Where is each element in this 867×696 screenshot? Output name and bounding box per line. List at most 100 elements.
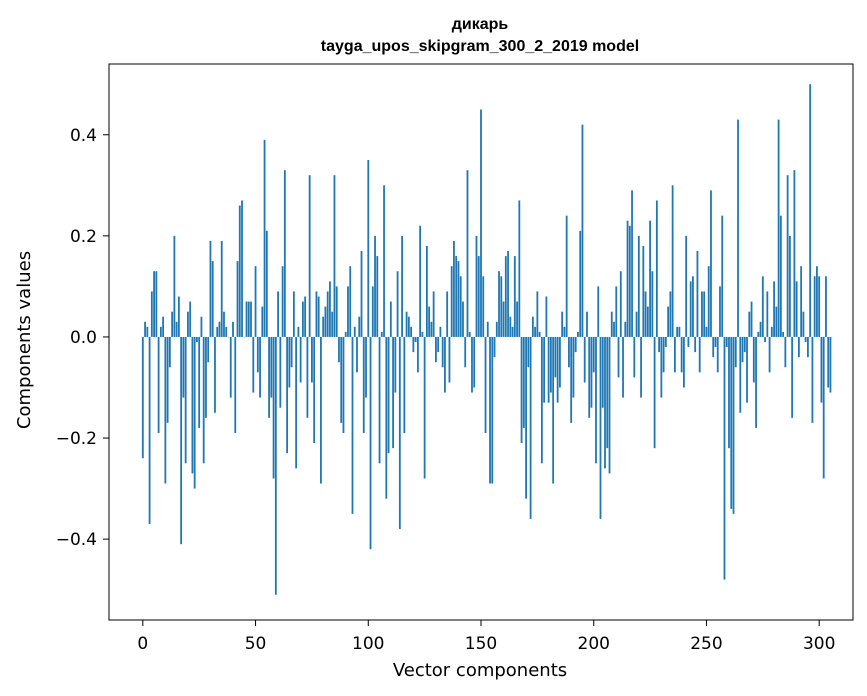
chart-title-line1: дикарь xyxy=(452,16,509,33)
bar-0 xyxy=(141,336,144,459)
bar-58 xyxy=(272,336,275,479)
bar-98 xyxy=(362,336,365,433)
bar-48 xyxy=(250,301,252,337)
bar-104 xyxy=(376,256,379,337)
bar-84 xyxy=(331,311,334,337)
bar-24 xyxy=(196,336,198,342)
bar-227 xyxy=(653,336,656,449)
bar-190 xyxy=(570,336,573,423)
bar-36 xyxy=(223,311,225,337)
bar-180 xyxy=(547,336,550,403)
bar-270 xyxy=(750,301,753,337)
bar-67 xyxy=(292,291,295,337)
chart-title-line2: tayga_upos_skipgram_300_2_2019 model xyxy=(321,38,639,55)
bar-35 xyxy=(220,240,223,337)
bar-81 xyxy=(324,306,327,337)
bar-271 xyxy=(752,336,755,383)
bar-282 xyxy=(777,119,780,337)
bar-42 xyxy=(236,261,239,337)
x-tick-label: 300 xyxy=(803,634,835,654)
bar-1 xyxy=(144,321,146,337)
bar-121 xyxy=(414,336,417,342)
bar-31 xyxy=(211,261,214,337)
bar-171 xyxy=(527,336,530,368)
bar-277 xyxy=(766,291,769,337)
bar-170 xyxy=(525,336,527,499)
bar-297 xyxy=(811,336,814,423)
bar-26 xyxy=(200,316,203,337)
bar-102 xyxy=(371,286,374,337)
bar-198 xyxy=(588,336,591,418)
bar-61 xyxy=(279,336,282,408)
bar-184 xyxy=(556,336,559,403)
bar-223 xyxy=(644,291,647,337)
bar-96 xyxy=(358,316,361,337)
bar-243 xyxy=(689,281,692,337)
bar-298 xyxy=(813,276,816,337)
bar-144 xyxy=(466,170,469,337)
bar-304 xyxy=(827,336,830,388)
bar-50 xyxy=(254,266,257,337)
bar-23 xyxy=(193,336,196,489)
bar-240 xyxy=(683,336,685,388)
bar-154 xyxy=(489,336,491,484)
bar-212 xyxy=(619,271,622,337)
bar-291 xyxy=(797,336,800,358)
y-tick-label: −0.2 xyxy=(56,429,97,449)
bar-100 xyxy=(367,160,370,337)
bar-233 xyxy=(667,306,670,337)
bar-30 xyxy=(209,240,212,337)
bar-139 xyxy=(455,256,458,337)
y-tick-label: −0.4 xyxy=(56,530,97,550)
bar-280 xyxy=(773,281,775,337)
bar-153 xyxy=(486,321,489,337)
bar-266 xyxy=(741,336,744,363)
bar-152 xyxy=(484,336,487,433)
bar-210 xyxy=(615,286,618,337)
bar-174 xyxy=(534,326,537,337)
bar-3 xyxy=(148,336,151,524)
bar-275 xyxy=(761,276,764,337)
bar-127 xyxy=(428,306,431,337)
bar-74 xyxy=(308,175,311,337)
y-tick-label: 0.2 xyxy=(70,227,97,247)
bar-231 xyxy=(662,336,665,373)
bar-176 xyxy=(538,331,541,337)
bar-16 xyxy=(177,296,180,337)
bar-132 xyxy=(439,326,442,337)
bar-261 xyxy=(730,336,733,509)
bar-248 xyxy=(701,291,703,337)
bar-272 xyxy=(755,336,757,428)
bar-247 xyxy=(698,336,701,373)
bar-140 xyxy=(457,261,460,337)
bar-160 xyxy=(502,301,505,337)
bar-126 xyxy=(425,245,428,337)
bar-8 xyxy=(159,326,162,337)
bar-51 xyxy=(256,336,259,373)
bar-292 xyxy=(800,266,803,337)
bar-276 xyxy=(764,336,766,342)
bar-242 xyxy=(687,336,690,348)
bar-85 xyxy=(333,175,336,337)
bar-108 xyxy=(385,336,388,499)
bar-192 xyxy=(574,336,577,353)
bar-106 xyxy=(380,331,383,337)
bar-117 xyxy=(405,311,408,337)
bar-149 xyxy=(477,256,480,337)
bar-56 xyxy=(268,336,270,418)
bar-163 xyxy=(509,316,512,337)
bar-246 xyxy=(696,251,699,337)
bar-11 xyxy=(166,336,169,423)
bar-255 xyxy=(716,336,719,373)
bar-134 xyxy=(444,336,446,393)
bar-118 xyxy=(407,316,410,337)
bar-279 xyxy=(770,326,773,337)
bar-229 xyxy=(658,336,661,353)
bar-250 xyxy=(705,326,708,337)
bar-299 xyxy=(816,266,818,337)
bar-187 xyxy=(563,326,566,337)
bar-281 xyxy=(775,306,778,337)
bar-168 xyxy=(520,336,523,444)
bar-150 xyxy=(480,109,482,337)
bar-235 xyxy=(671,185,674,337)
